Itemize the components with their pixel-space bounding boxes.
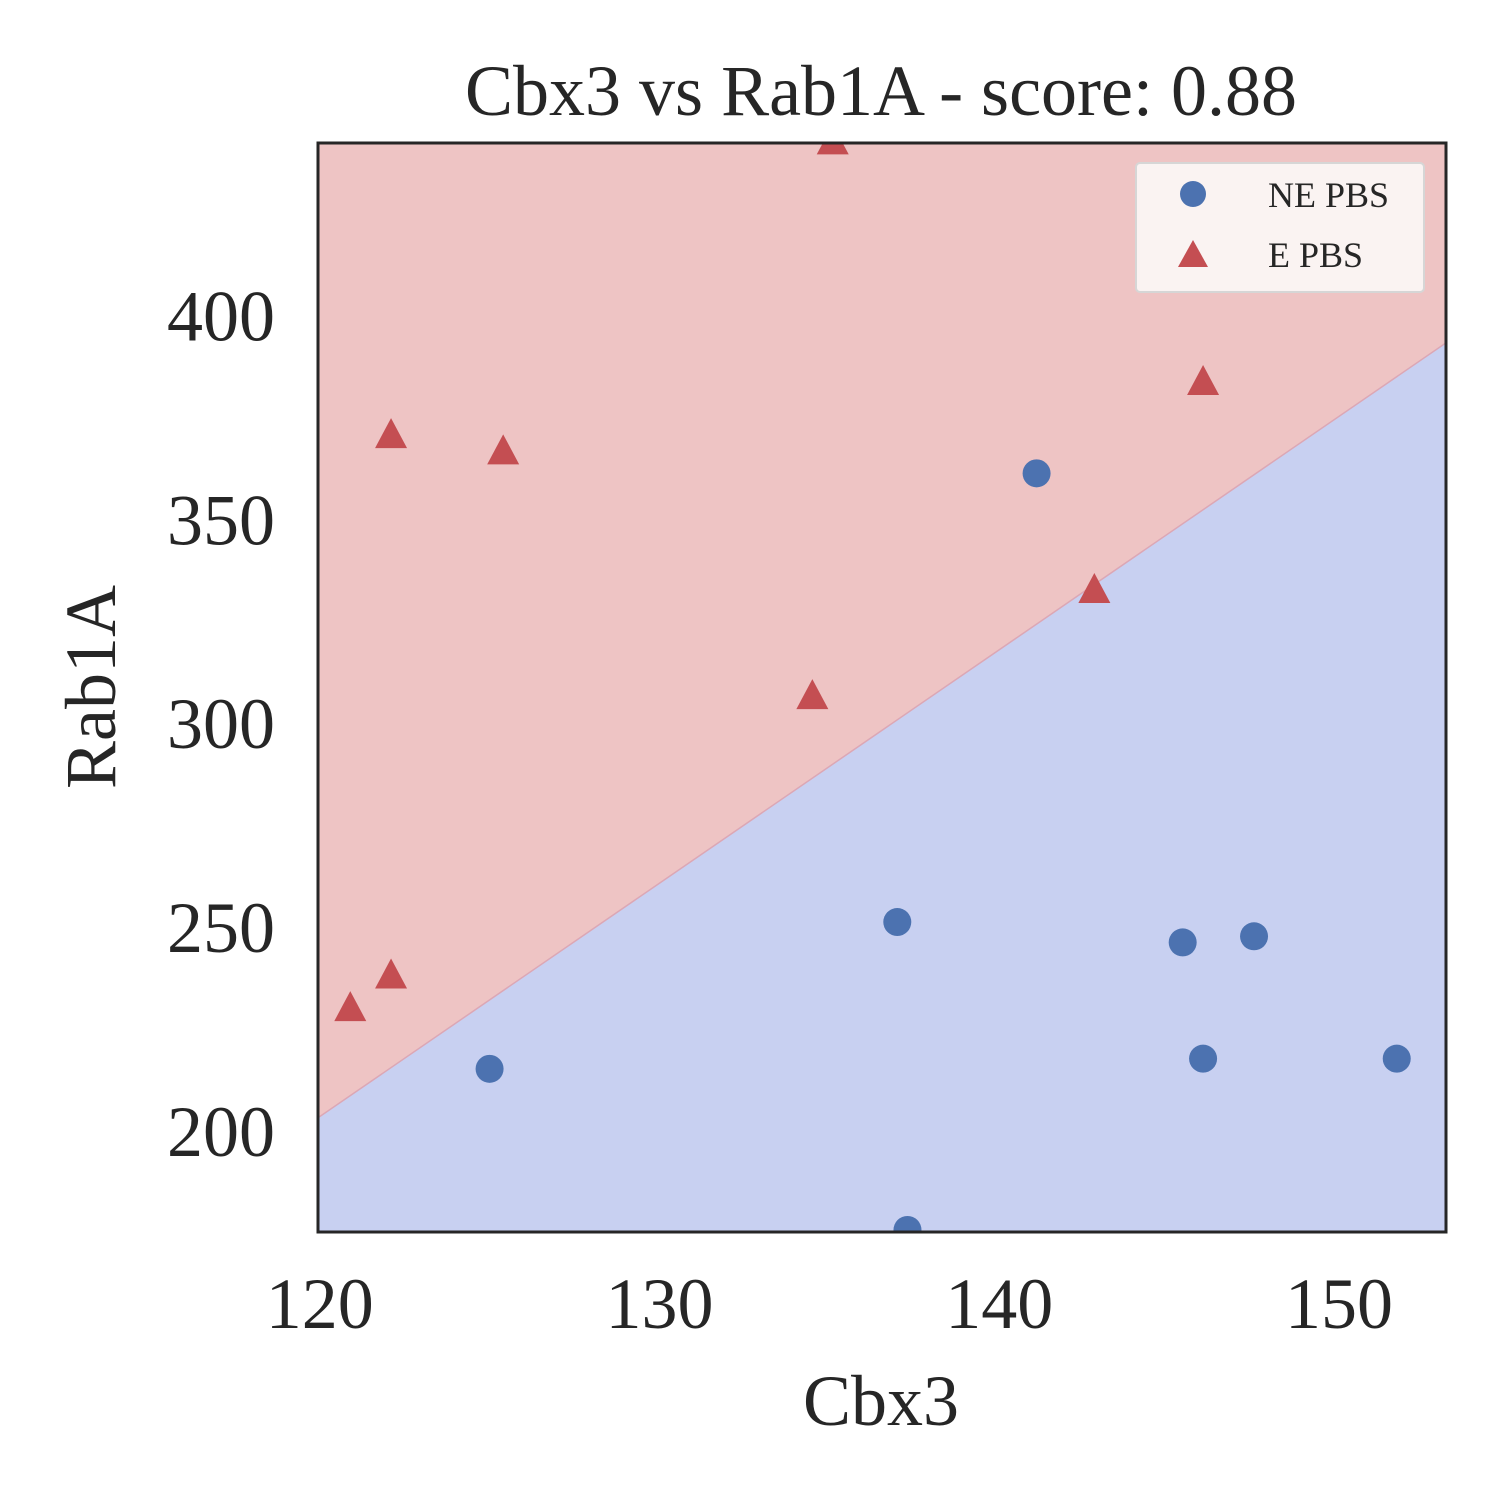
- legend-box: [1135, 162, 1425, 293]
- point-ne-pbs-1: [883, 908, 912, 937]
- decision-regions: [318, 143, 1446, 1232]
- y-tick-label: 350: [167, 480, 275, 560]
- legend-label-e-pbs: E PBS: [1268, 235, 1363, 275]
- point-ne-pbs-2: [893, 1215, 922, 1232]
- legend-label-ne-pbs: NE PBS: [1268, 175, 1389, 215]
- point-ne-pbs-3: [1022, 459, 1051, 488]
- y-tick-label: 300: [167, 684, 275, 764]
- region-ne-pbs: [318, 342, 1446, 1232]
- point-e-pbs-6: [1078, 573, 1111, 604]
- y-axis-ticks: 200 250 300 350 400: [167, 276, 275, 1172]
- y-tick-label: 400: [167, 276, 275, 356]
- x-tick-label: 120: [266, 1264, 374, 1344]
- x-axis-ticks: 120 130 140 150: [266, 1264, 1393, 1344]
- point-ne-pbs-7: [1382, 1044, 1411, 1073]
- y-tick-label: 250: [167, 888, 275, 968]
- decision-boundary-line: [318, 342, 1446, 1119]
- point-e-pbs-2: [375, 418, 408, 449]
- plot-frame: [316, 141, 1448, 1234]
- point-e-pbs-5: [816, 143, 849, 155]
- y-axis-label: Rab1A: [51, 585, 131, 789]
- point-e-pbs-4: [796, 679, 829, 710]
- point-ne-pbs-6: [1240, 922, 1269, 951]
- point-e-pbs-3: [487, 434, 520, 465]
- legend-circle-marker: [1180, 181, 1206, 207]
- point-e-pbs-0: [334, 991, 367, 1022]
- legend-triangle-marker: [1178, 240, 1208, 267]
- x-tick-label: 130: [605, 1264, 713, 1344]
- x-tick-label: 150: [1285, 1264, 1393, 1344]
- chart-title: Cbx3 vs Rab1A - score: 0.88: [465, 51, 1297, 131]
- legend: NE PBS E PBS: [1135, 162, 1425, 293]
- point-ne-pbs-0: [475, 1054, 504, 1083]
- point-ne-pbs-5: [1189, 1044, 1218, 1073]
- region-e-pbs: [318, 143, 1446, 1118]
- y-tick-label: 200: [167, 1092, 275, 1172]
- point-e-pbs-1: [375, 958, 408, 989]
- x-tick-label: 140: [945, 1264, 1053, 1344]
- x-axis-label: Cbx3: [803, 1361, 959, 1441]
- point-ne-pbs-4: [1168, 928, 1197, 957]
- point-e-pbs-7: [1187, 365, 1220, 396]
- data-points: [334, 143, 1411, 1232]
